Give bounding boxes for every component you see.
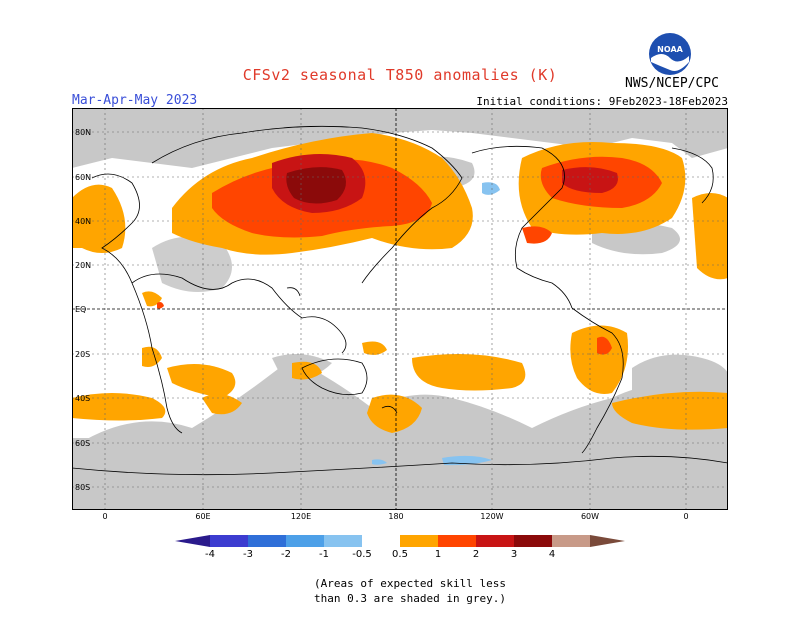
- lon-label: 120E: [291, 512, 311, 521]
- lat-label: 40N: [75, 217, 91, 226]
- legend-swatch: [476, 535, 514, 547]
- lat-label: 60S: [75, 439, 90, 448]
- lon-label: 60E: [195, 512, 210, 521]
- legend-label: 3: [511, 549, 517, 560]
- lon-label: 0: [102, 512, 107, 521]
- lat-label: 20N: [75, 261, 91, 270]
- graticule: [72, 108, 728, 510]
- legend-arrow-low: [175, 535, 210, 547]
- latitude-labels: 80N 60N 40N 20N EQ 20S 40S 60S 80S: [75, 128, 91, 492]
- map-title: CFSv2 seasonal T850 anomalies (K): [242, 66, 558, 84]
- map-frame: [72, 108, 728, 510]
- legend-swatch: [400, 535, 438, 547]
- lat-label: EQ: [75, 305, 86, 314]
- legend-swatch: [248, 535, 286, 547]
- lat-label: 40S: [75, 394, 90, 403]
- lat-label: 80N: [75, 128, 91, 137]
- legend-label: -0.5: [352, 549, 372, 560]
- legend-label: 4: [549, 549, 555, 560]
- legend-label: 2: [473, 549, 479, 560]
- coastlines: [72, 125, 728, 476]
- legend-label: -1: [319, 549, 329, 560]
- legend-arrow-high: [590, 535, 625, 547]
- legend-label: 1: [435, 549, 441, 560]
- lat-label: 80S: [75, 483, 90, 492]
- legend-label: 0.5: [392, 549, 408, 560]
- anomaly-3-to-4: [286, 167, 346, 204]
- lon-label: 0: [683, 512, 688, 521]
- lon-label: 120W: [480, 512, 503, 521]
- legend-swatch: [324, 535, 362, 547]
- legend-swatch: [210, 535, 248, 547]
- noaa-logo-text: NOAA: [657, 45, 683, 54]
- legend-swatch: [552, 535, 590, 547]
- lon-label: 180: [388, 512, 403, 521]
- legend-swatch: [514, 535, 552, 547]
- anomaly-map: 80N 60N 40N 20N EQ 20S 40S 60S 80S: [72, 108, 728, 510]
- legend-swatch: [286, 535, 324, 547]
- skill-footnote: (Areas of expected skill less than 0.3 a…: [300, 576, 520, 606]
- lat-label: 60N: [75, 173, 91, 182]
- main-axes: [72, 108, 728, 510]
- footnote-line: than 0.3 are shaded in grey.): [313, 592, 507, 605]
- agency-label: NWS/NCEP/CPC: [625, 76, 719, 91]
- legend-label: -3: [243, 549, 253, 560]
- legend-label: -4: [205, 549, 215, 560]
- legend-swatch: [362, 535, 400, 547]
- initial-conditions: Initial conditions: 9Feb2023-18Feb2023: [476, 95, 728, 108]
- forecast-period: Mar-Apr-May 2023: [72, 93, 198, 108]
- noaa-logo: NOAA: [648, 32, 692, 76]
- color-legend: -4 -3 -2 -1 -0.5 0.5 1 2 3 4: [175, 535, 625, 560]
- lat-label: 20S: [75, 350, 90, 359]
- legend-label: -2: [281, 549, 291, 560]
- lon-label: 60W: [581, 512, 599, 521]
- legend-swatch: [438, 535, 476, 547]
- footnote-line: (Areas of expected skill less: [313, 577, 507, 590]
- longitude-axis: 0 60E 120E 180 120W 60W 0: [102, 512, 688, 521]
